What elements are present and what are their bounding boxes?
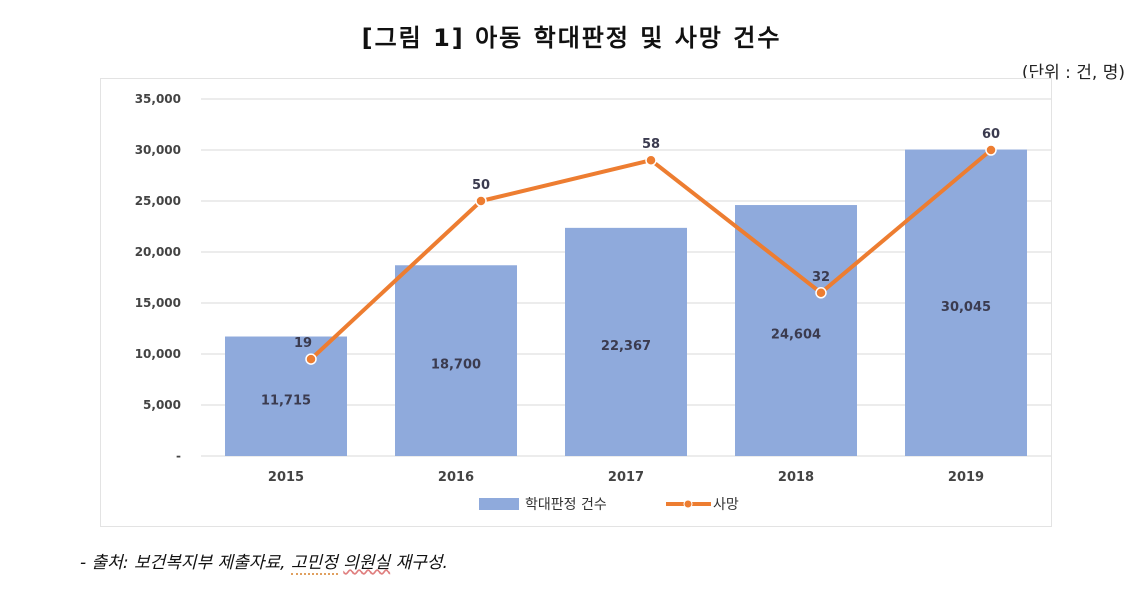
x-tick-label: 2016 bbox=[438, 470, 474, 485]
y-left-tick-label: 5,000 bbox=[143, 398, 181, 412]
source-note: - 출처: 보건복지부 제출자료, 고민정 의원실 재구성. bbox=[80, 548, 448, 575]
line-data-label: 32 bbox=[812, 270, 830, 285]
bar bbox=[565, 227, 687, 456]
x-tick-label: 2015 bbox=[268, 470, 304, 485]
y-left-tick-label: 20,000 bbox=[135, 245, 181, 259]
bar bbox=[735, 205, 857, 456]
line-point bbox=[475, 195, 487, 207]
line-point bbox=[305, 353, 317, 365]
bar bbox=[395, 265, 517, 456]
x-tick-label: 2018 bbox=[778, 470, 814, 485]
y-left-tick-label: 15,000 bbox=[135, 296, 181, 310]
source-prefix: - 출처: 보건복지부 제출자료, bbox=[80, 553, 291, 573]
y-left-tick-label: 25,000 bbox=[135, 194, 181, 208]
bar-data-label: 18,700 bbox=[431, 358, 481, 373]
bar-data-label: 30,045 bbox=[941, 300, 991, 315]
legend-swatch-bar bbox=[479, 498, 519, 510]
line-data-label: 60 bbox=[982, 127, 1000, 142]
source-underlined-1: 고민정 bbox=[290, 553, 338, 575]
source-suffix: 재구성. bbox=[390, 553, 448, 573]
legend-label-line: 사망 bbox=[713, 497, 739, 513]
x-tick-label: 2019 bbox=[948, 470, 984, 485]
bar-data-label: 22,367 bbox=[601, 339, 651, 354]
y-left-tick-label: - bbox=[176, 449, 181, 463]
bar bbox=[225, 336, 347, 456]
legend-label-bar: 학대판정 건수 bbox=[525, 497, 607, 513]
x-tick-label: 2017 bbox=[608, 470, 644, 485]
chart-title: [그림 1] 아동 학대판정 및 사망 건수 bbox=[361, 24, 782, 52]
bar bbox=[905, 149, 1027, 456]
y-left-tick-label: 30,000 bbox=[135, 143, 181, 157]
y-left-tick-label: 35,000 bbox=[135, 92, 181, 106]
chart-frame: - 5,000 10,000 15,000 20,000 25,000 30,000 35,0… bbox=[100, 78, 1052, 527]
line-data-label: 50 bbox=[472, 178, 490, 193]
line-point bbox=[815, 287, 827, 299]
bar-data-label: 11,715 bbox=[261, 393, 311, 408]
chart-svg: - 5,000 10,000 15,000 20,000 25,000 30,000 35,0… bbox=[135, 92, 1051, 513]
line-point bbox=[645, 154, 657, 166]
line-point bbox=[985, 144, 997, 156]
legend-swatch-marker bbox=[683, 499, 693, 509]
line-data-label: 58 bbox=[642, 137, 660, 152]
bar-data-label: 24,604 bbox=[771, 328, 821, 343]
line-data-label: 19 bbox=[294, 336, 312, 351]
source-underlined-2: 의원실 bbox=[343, 553, 391, 573]
y-left-tick-label: 10,000 bbox=[135, 347, 181, 361]
